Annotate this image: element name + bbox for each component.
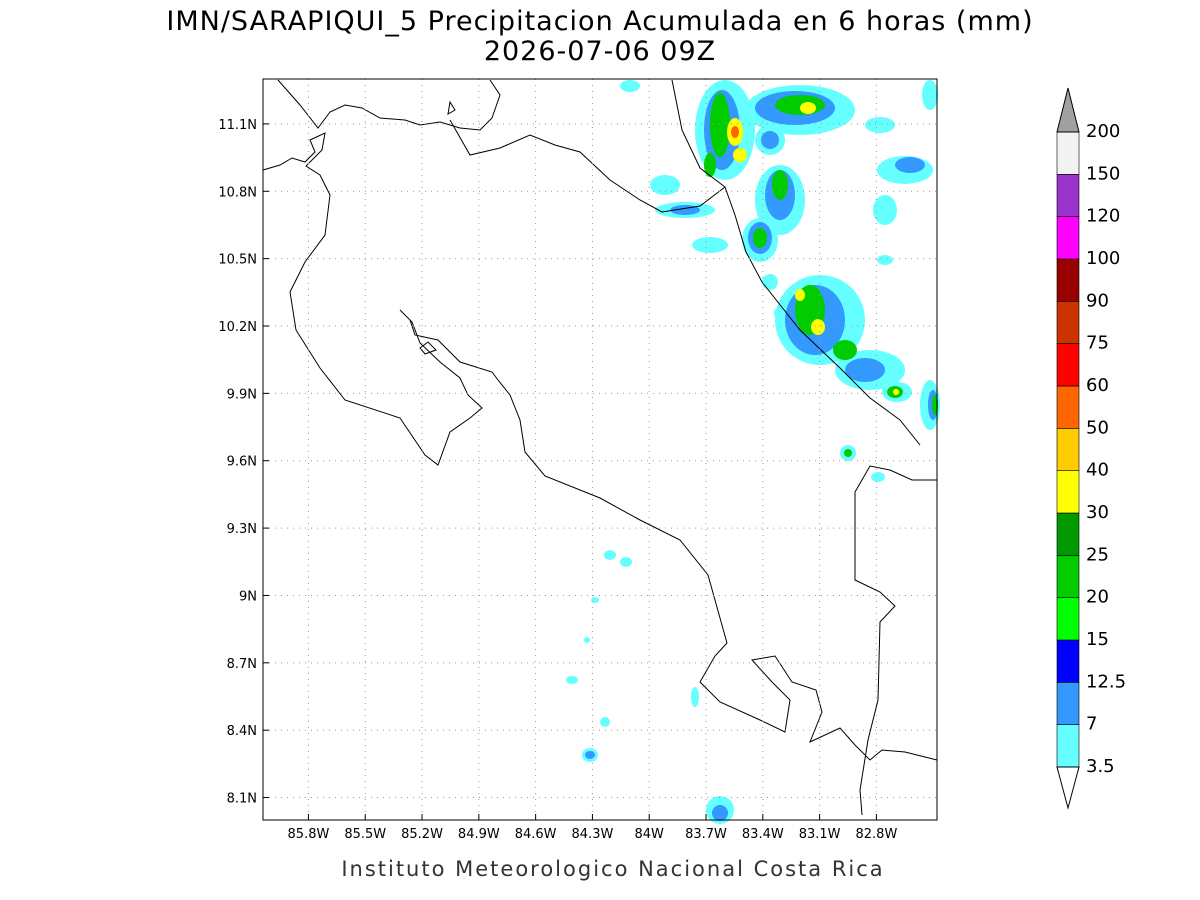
colorbar-label: 3.5: [1086, 756, 1115, 777]
colorbar-label: 7: [1086, 714, 1097, 735]
subtitle: 2026-07-06 09Z: [484, 36, 716, 67]
precipitation: [566, 80, 940, 824]
footer: Instituto Meteorologico Nacional Costa R…: [341, 857, 884, 881]
title: IMN/SARAPIQUI_5 Precipitacion Acumulada …: [166, 6, 1033, 37]
map-frame: [262, 78, 938, 821]
colorbar-box: [1056, 470, 1080, 514]
colorbar: 3.5 7 12.5 15 20 25 30 40 50 60 75 90 100 120 150 200: [1056, 87, 1126, 810]
colorbar-label: 15: [1086, 629, 1109, 650]
colorbar-box: [1056, 724, 1080, 768]
colorbar-label: 75: [1086, 333, 1109, 354]
x-tick-label: 82.8W: [856, 827, 898, 842]
colorbar-label: 25: [1086, 544, 1109, 565]
y-tick-label: 8.1N: [227, 792, 257, 807]
colorbar-label: 200: [1086, 121, 1120, 142]
colorbar-over: [1056, 87, 1080, 133]
colorbar-box: [1056, 512, 1080, 556]
colorbar-label: 100: [1086, 248, 1120, 269]
y-tick-label: 9N: [239, 589, 257, 604]
colorbar-box: [1056, 174, 1080, 217]
y-tick-label: 8.7N: [227, 657, 257, 672]
x-tick-label: 85.5W: [344, 827, 386, 842]
colorbar-box: [1056, 216, 1080, 260]
x-tick-label: 84.3W: [572, 827, 614, 842]
colorbar-label: 150: [1086, 163, 1120, 184]
colorbar-box: [1056, 682, 1080, 725]
y-tick-label: 9.9N: [227, 387, 257, 402]
x-tick-label: 83.4W: [742, 827, 784, 842]
colorbar-box: [1056, 343, 1080, 387]
colorbar-under: [1056, 766, 1080, 810]
y-tick-label: 10.8N: [218, 185, 257, 200]
y-tick-label: 10.2N: [218, 320, 257, 335]
colorbar-box: [1056, 428, 1080, 471]
colorbar-label: 20: [1086, 587, 1109, 608]
y-tick-label: 9.3N: [227, 522, 257, 537]
colorbar-box: [1056, 555, 1080, 598]
x-tick-label: 84.9W: [458, 827, 500, 842]
x-tick-label: 85.2W: [401, 827, 443, 842]
colorbar-box: [1056, 597, 1080, 641]
colorbar-label: 50: [1086, 417, 1109, 438]
x-tick-label: 85.8W: [288, 827, 330, 842]
x-tick-label: 84.6W: [515, 827, 557, 842]
colorbar-box: [1056, 258, 1080, 302]
colorbar-box: [1056, 639, 1080, 683]
x-tick-label: 84W: [635, 827, 665, 842]
y-tick-label: 8.4N: [227, 724, 257, 739]
colorbar-box: [1056, 131, 1080, 175]
y-tick-label: 11.1N: [218, 118, 257, 133]
colorbar-label: 30: [1086, 502, 1109, 523]
colorbar-box: [1056, 385, 1080, 429]
colorbar-label: 120: [1086, 206, 1120, 227]
colorbar-label: 12.5: [1086, 671, 1126, 692]
colorbar-box: [1056, 301, 1080, 344]
x-tick-label: 83.7W: [685, 827, 727, 842]
colorbar-label: 60: [1086, 375, 1109, 396]
colorbar-label: 40: [1086, 460, 1109, 481]
y-tick-label: 10.5N: [218, 253, 257, 268]
x-tick-label: 83.1W: [799, 827, 841, 842]
y-tick-label: 9.6N: [227, 455, 257, 470]
grid: 85.8W 85.5W 85.2W 84.9W 84.6W 84.3W 84W 83.7W 83…: [218, 79, 937, 842]
coastlines: [262, 79, 938, 816]
colorbar-label: 90: [1086, 290, 1109, 311]
